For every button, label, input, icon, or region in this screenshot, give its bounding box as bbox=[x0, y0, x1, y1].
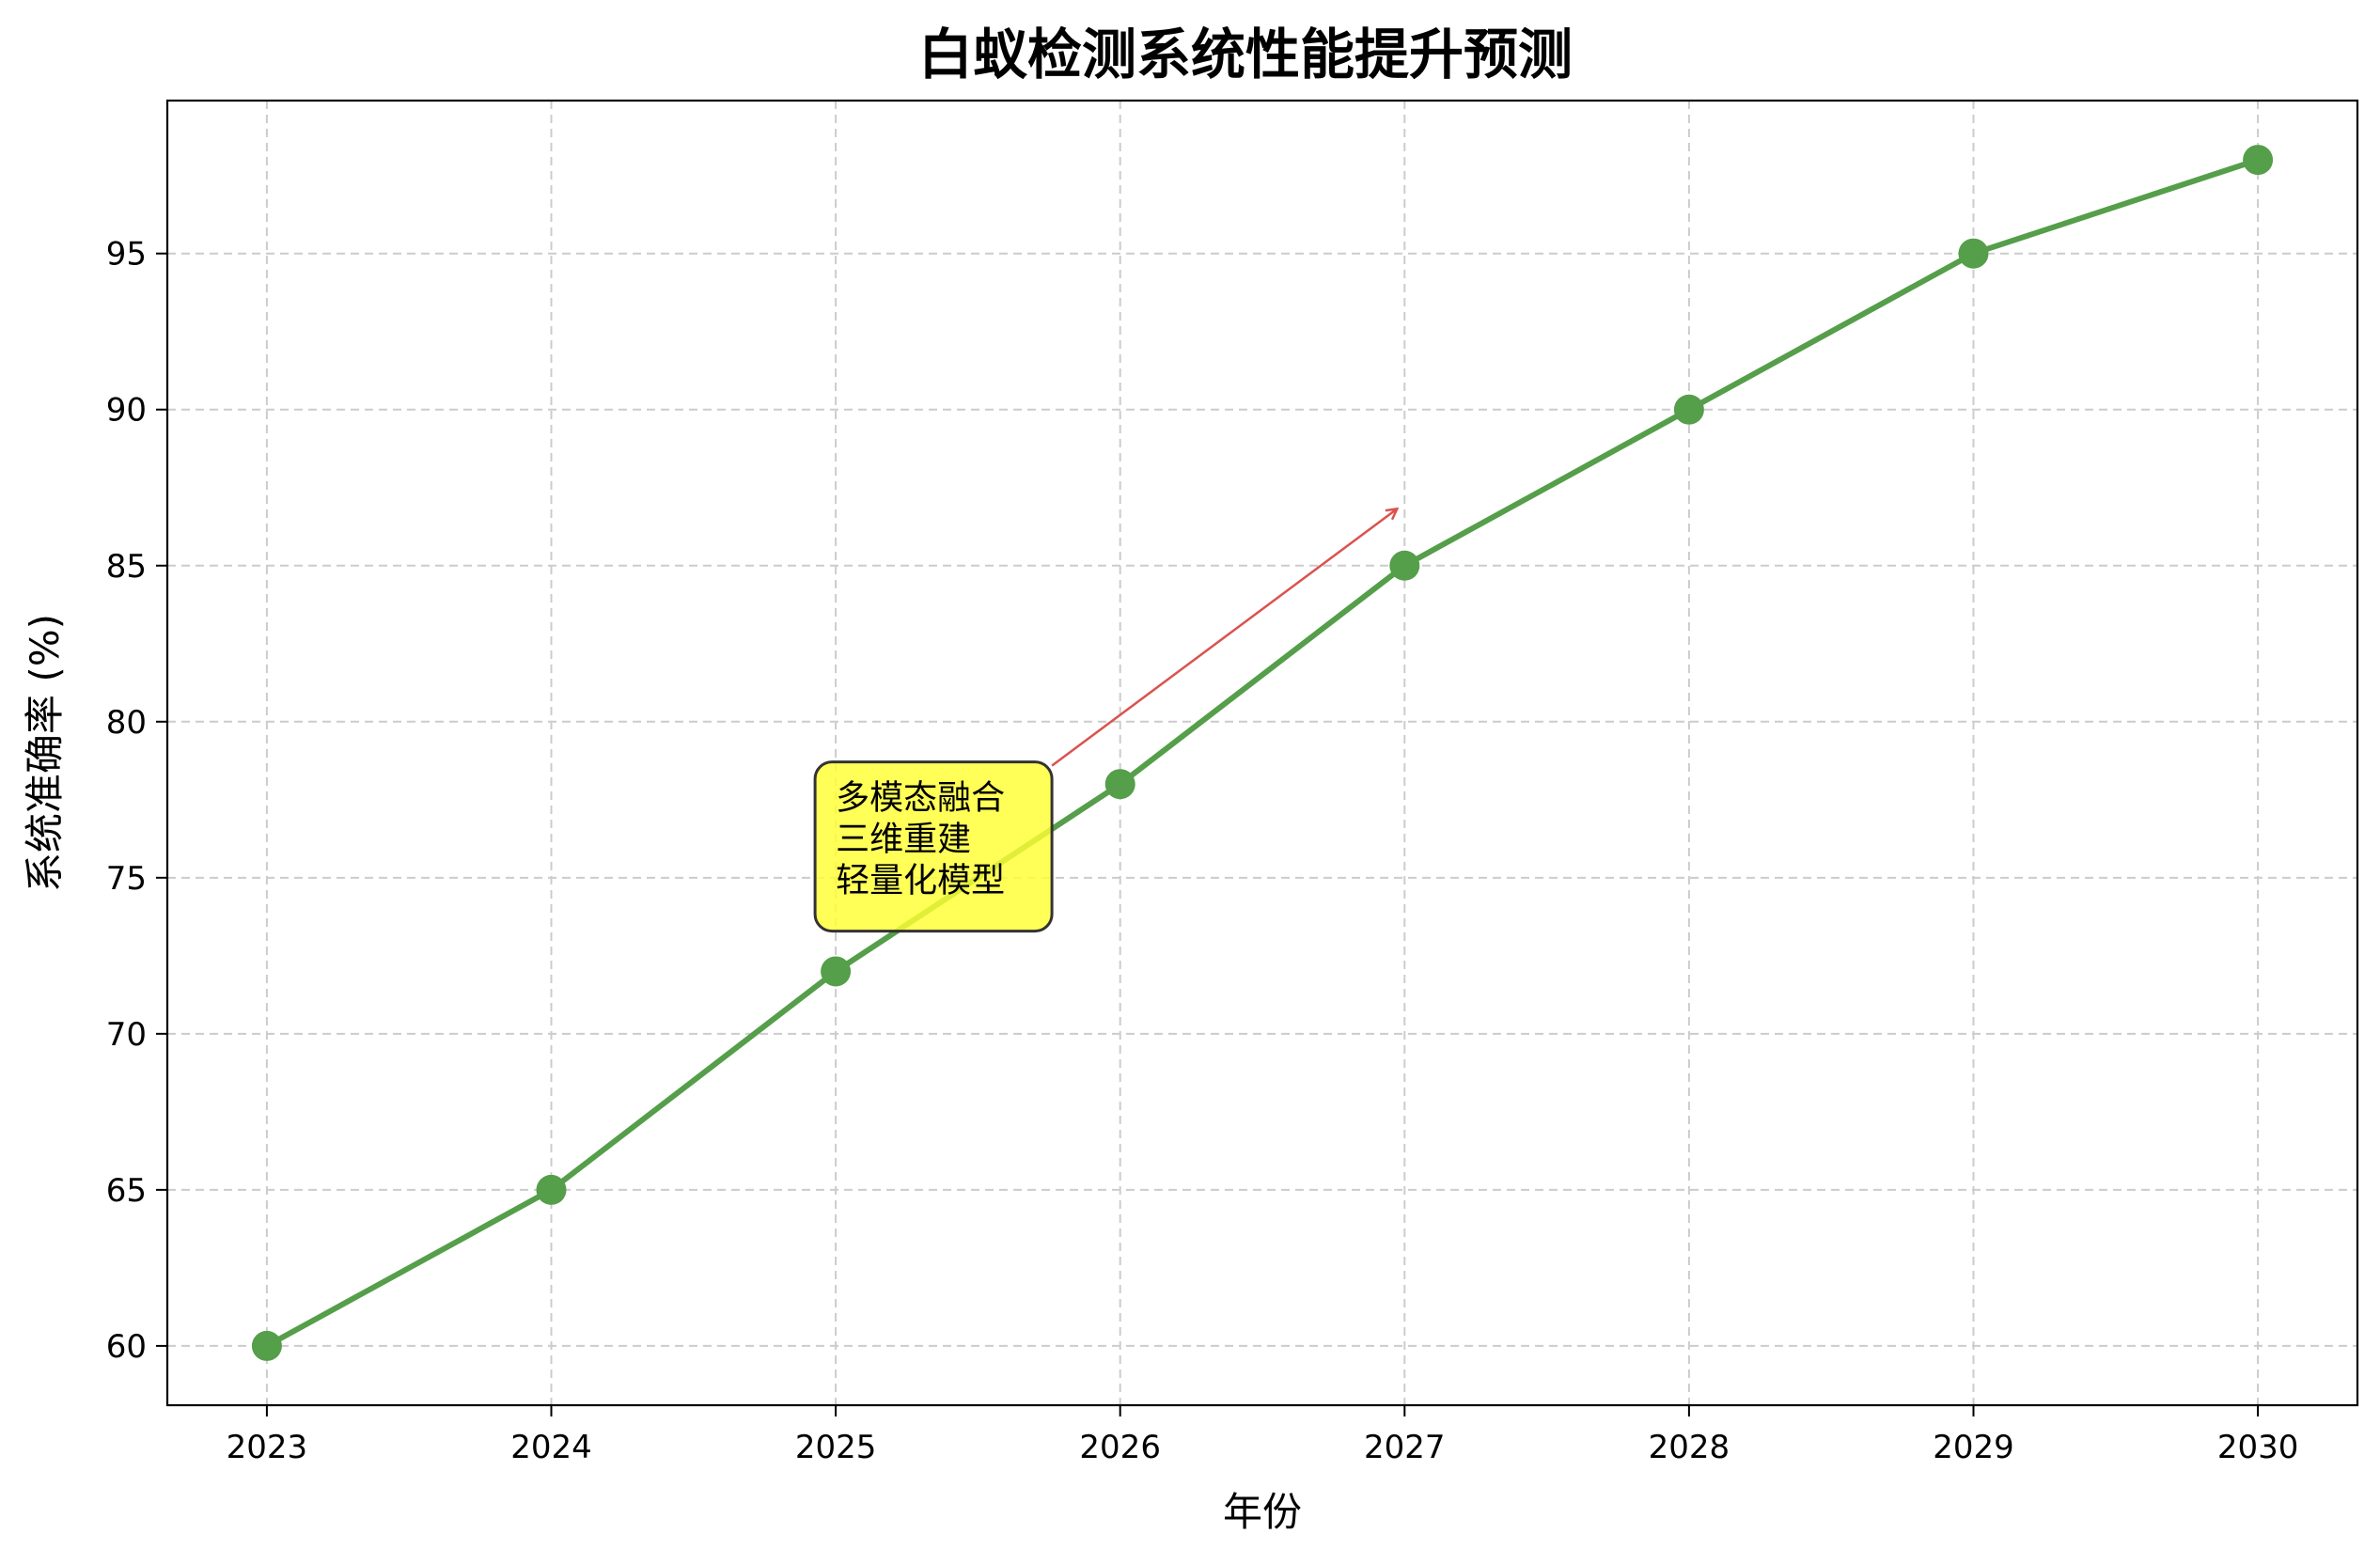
annotation-text: 三维重建 bbox=[836, 821, 971, 859]
data-point bbox=[2243, 145, 2274, 176]
annotation-text: 多模态融合 bbox=[836, 779, 1005, 818]
plot-area-frame bbox=[165, 99, 2359, 1407]
x-tick-label: 2024 bbox=[510, 1429, 592, 1466]
x-tick-label: 2025 bbox=[795, 1429, 877, 1466]
y-tick-label: 85 bbox=[106, 548, 147, 586]
x-axis: 2023 2024 2025 2026 2027 2028 2029 2030 bbox=[227, 1405, 2299, 1466]
y-tick-label: 90 bbox=[106, 392, 147, 430]
y-tick-label: 60 bbox=[106, 1328, 147, 1366]
data-point bbox=[251, 1330, 282, 1361]
data-point bbox=[1958, 238, 1989, 269]
annotation-text: 轻量化模型 bbox=[836, 862, 1005, 900]
x-tick-label: 2027 bbox=[1364, 1429, 1446, 1466]
y-tick-label: 70 bbox=[106, 1016, 147, 1054]
x-tick-label: 2026 bbox=[1079, 1429, 1161, 1466]
x-axis-label: 年份 bbox=[1223, 1489, 1302, 1535]
data-point bbox=[1389, 550, 1420, 581]
y-tick-label: 75 bbox=[106, 860, 147, 898]
x-tick-label: 2028 bbox=[1649, 1429, 1730, 1466]
data-point bbox=[536, 1174, 567, 1205]
y-tick-label: 95 bbox=[106, 236, 147, 274]
annotation-arrow bbox=[1051, 509, 1397, 767]
x-tick-label: 2029 bbox=[1933, 1429, 2014, 1466]
chart-title: 白蚁检测系统性能提升预测 bbox=[918, 23, 1573, 86]
series-layer bbox=[251, 145, 2274, 1361]
data-point bbox=[821, 956, 852, 987]
data-point bbox=[1104, 769, 1135, 800]
y-axis-label: 系统准确率 (%) bbox=[22, 614, 68, 892]
y-tick-label: 65 bbox=[106, 1172, 147, 1210]
x-tick-label: 2023 bbox=[227, 1429, 308, 1466]
series-line bbox=[263, 157, 2262, 1349]
annotation-box bbox=[813, 760, 1054, 933]
y-tick-label: 80 bbox=[106, 704, 147, 742]
y-axis: 60 65 70 75 80 85 90 95 bbox=[106, 236, 167, 1366]
x-tick-label: 2030 bbox=[2217, 1429, 2299, 1466]
data-point bbox=[1673, 394, 1704, 425]
grid-lines bbox=[167, 101, 2357, 1405]
